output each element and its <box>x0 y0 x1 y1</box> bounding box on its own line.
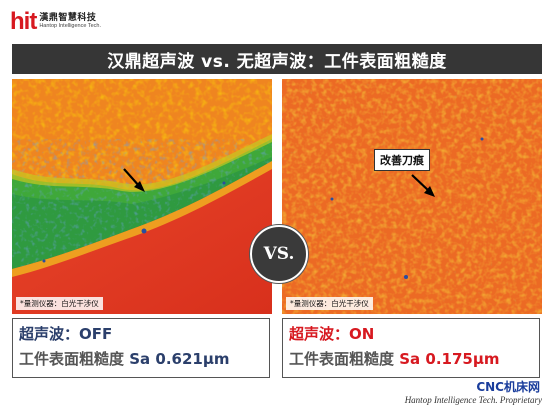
mode-value: OFF <box>79 325 113 343</box>
company-logo: hit 漢鼎智慧科技 Hantop Intelligence Tech. <box>10 9 101 35</box>
metric-value: Sa 0.621μm <box>129 350 230 368</box>
vs-badge: VS. <box>250 225 308 283</box>
surface-map-on <box>282 79 542 314</box>
result-box-ultrasonic-off: 超声波：OFF 工件表面粗糙度 Sa 0.621μm <box>12 318 270 378</box>
surface-image-ultrasonic-on: 改善刀痕 *量测仪器：白光干涉仪 <box>282 79 542 314</box>
surface-map-off <box>12 79 272 314</box>
logo-name-cn: 漢鼎智慧科技 <box>39 13 97 24</box>
logo-name-en: Hantop Intelligence Tech. <box>39 22 101 29</box>
mode-line: 超声波：ON <box>289 322 533 346</box>
result-box-ultrasonic-on: 超声波：ON 工件表面粗糙度 Sa 0.175μm <box>282 318 540 378</box>
metric-label: 工件表面粗糙度 <box>19 350 125 368</box>
proprietary-footer: Hantop Intelligence Tech. Proprietary <box>404 395 542 405</box>
slide-title: 汉鼎超声波 vs. 无超声波：工件表面粗糙度 <box>12 44 542 74</box>
logo-text: 漢鼎智慧科技 Hantop Intelligence Tech. <box>39 13 101 29</box>
measurement-source-note: *量测仪器：白光干涉仪 <box>16 297 103 310</box>
mode-line: 超声波：OFF <box>19 322 263 346</box>
watermark: CNC机床网 <box>476 380 540 394</box>
roughness-line: 工件表面粗糙度 Sa 0.175μm <box>289 346 533 372</box>
mode-value: ON <box>349 325 375 343</box>
metric-label: 工件表面粗糙度 <box>289 350 395 368</box>
roughness-line: 工件表面粗糙度 Sa 0.621μm <box>19 346 263 372</box>
annotation-label: 改善刀痕 <box>374 149 430 171</box>
measurement-source-note: *量测仪器：白光干涉仪 <box>286 297 373 310</box>
metric-value: Sa 0.175μm <box>399 350 500 368</box>
surface-image-ultrasonic-off: *量测仪器：白光干涉仪 <box>12 79 272 314</box>
logo-mark: hit <box>10 8 37 35</box>
mode-label: 超声波： <box>19 325 80 343</box>
mode-label: 超声波： <box>289 325 350 343</box>
